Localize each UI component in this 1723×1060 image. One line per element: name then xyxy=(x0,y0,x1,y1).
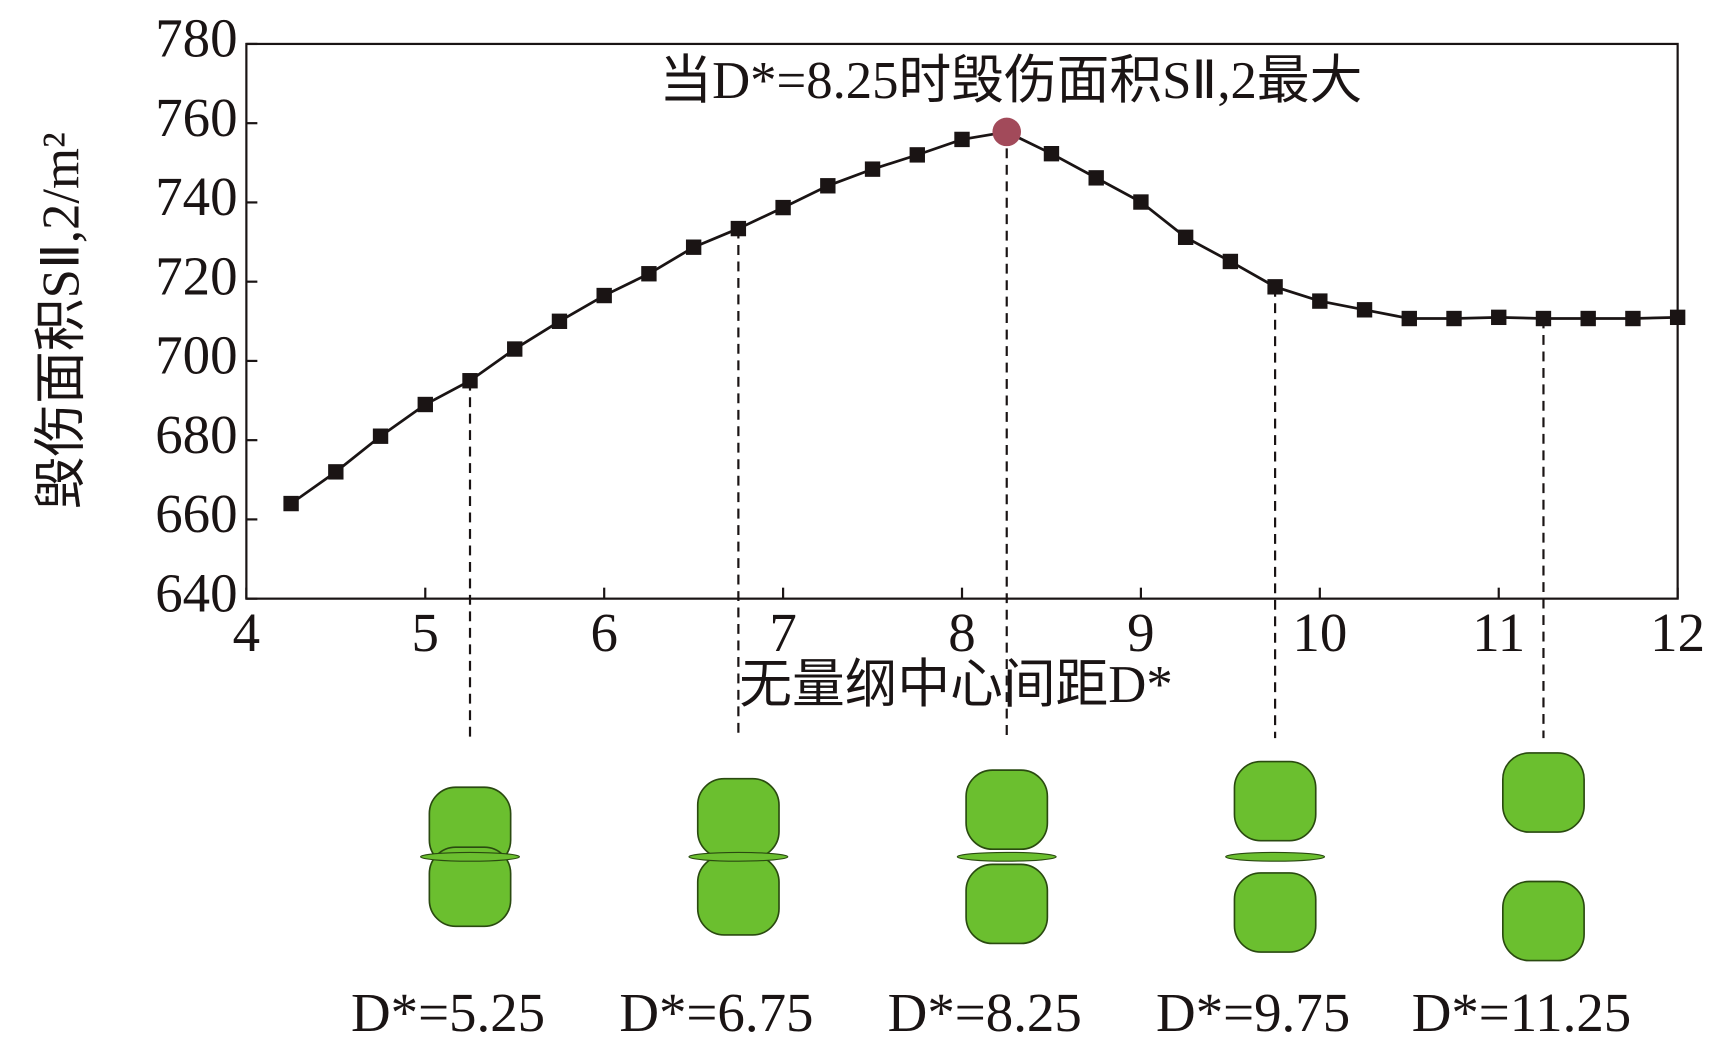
x-tick-label: 12 xyxy=(1650,602,1705,663)
marker xyxy=(1401,310,1417,327)
marker xyxy=(1088,170,1104,186)
y-tick-label: 680 xyxy=(155,404,237,465)
shape-top xyxy=(1501,752,1585,833)
marker xyxy=(820,178,836,194)
x-tick-label: 6 xyxy=(590,602,617,663)
y-tick-label: 660 xyxy=(155,483,237,544)
marker xyxy=(864,161,881,177)
shape-disk xyxy=(688,851,789,862)
marker xyxy=(1535,310,1552,327)
data-line xyxy=(290,130,1678,505)
shape-bottom xyxy=(696,854,780,936)
marker xyxy=(596,287,612,304)
x-tick-label: 7 xyxy=(769,602,796,663)
marker xyxy=(372,428,389,444)
marker xyxy=(1446,310,1462,327)
y-tick-label: 780 xyxy=(155,8,237,69)
marker xyxy=(641,266,657,282)
marker xyxy=(1133,194,1149,210)
panel-label: D*=8.25 xyxy=(888,982,1082,1043)
y-tick-label: 700 xyxy=(155,325,237,386)
chart-title: 当D*=8.25时毁伤面积SⅡ,2最大 xyxy=(659,52,1362,110)
marker xyxy=(1669,309,1686,326)
marker xyxy=(775,199,791,216)
shape-bottom xyxy=(965,863,1049,945)
y-tick-label: 720 xyxy=(155,245,237,306)
x-tick-label: 4 xyxy=(233,602,260,663)
shape-top xyxy=(965,769,1049,851)
shape-disk xyxy=(420,851,520,862)
marker xyxy=(283,495,299,512)
y-axis-label: 毁伤面积SⅡ,2/m² xyxy=(32,132,90,509)
x-axis-label: 无量纲中心间距D* xyxy=(739,656,1172,714)
marker xyxy=(417,396,433,413)
x-tick-label: 10 xyxy=(1292,602,1347,663)
marker xyxy=(507,341,523,357)
marker xyxy=(1356,302,1373,318)
shape-bottom xyxy=(1501,880,1585,962)
marker xyxy=(551,313,568,329)
marker xyxy=(954,131,970,148)
y-tick-label: 740 xyxy=(155,166,237,227)
marker xyxy=(328,464,344,480)
panel-label: D*=11.25 xyxy=(1412,982,1632,1043)
marker xyxy=(909,147,925,163)
marker xyxy=(1312,293,1328,309)
marker xyxy=(1491,309,1507,326)
marker xyxy=(1222,253,1239,270)
marker xyxy=(1043,146,1060,162)
x-tick-label: 5 xyxy=(412,602,439,663)
shape-bottom xyxy=(1233,872,1317,953)
marker xyxy=(1177,229,1194,245)
shape-top xyxy=(1233,760,1317,842)
plot-frame xyxy=(245,42,1679,600)
x-tick-label: 11 xyxy=(1472,602,1525,663)
marker xyxy=(1267,279,1283,295)
marker xyxy=(730,220,747,237)
shape-disk xyxy=(1225,851,1326,862)
shape-disk xyxy=(956,851,1057,862)
x-tick-label: 9 xyxy=(1127,602,1154,663)
panel-label: D*=6.75 xyxy=(619,982,813,1043)
marker xyxy=(462,373,478,389)
y-tick-label: 760 xyxy=(155,87,237,148)
shape-top xyxy=(696,777,780,859)
panel-label: D*=9.75 xyxy=(1156,982,1350,1043)
marker xyxy=(1625,310,1641,327)
highlight-marker xyxy=(992,117,1022,147)
marker xyxy=(685,239,702,255)
y-tick-label: 640 xyxy=(155,562,237,623)
shape-bottom xyxy=(428,846,512,928)
x-tick-label: 8 xyxy=(948,602,975,663)
panel-label: D*=5.25 xyxy=(351,982,545,1043)
marker xyxy=(1580,310,1596,327)
